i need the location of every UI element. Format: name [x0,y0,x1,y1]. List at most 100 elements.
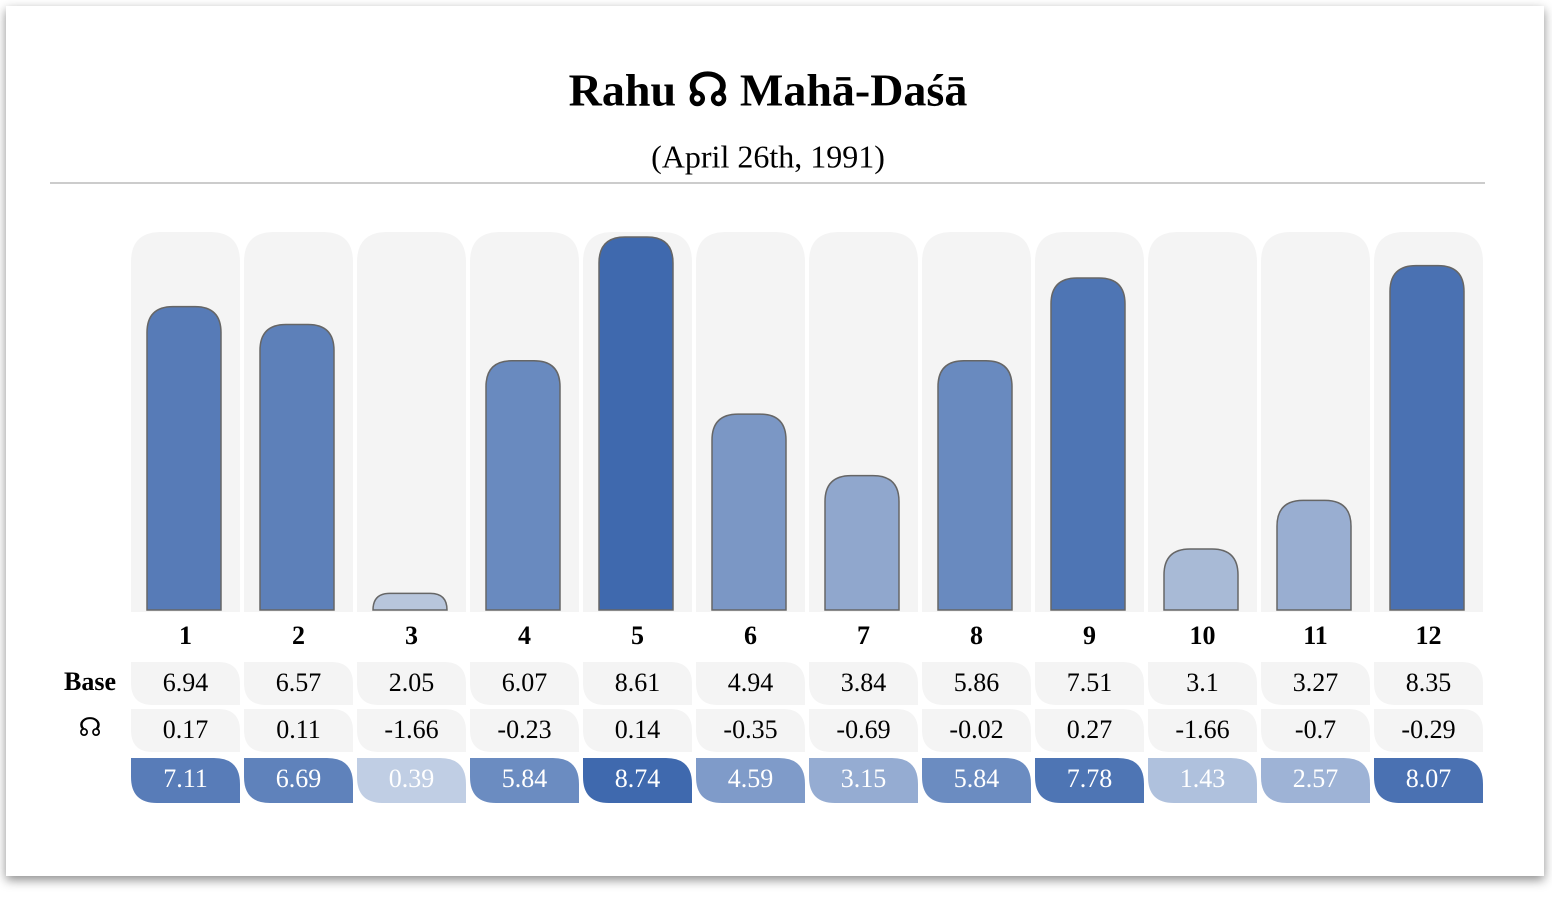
cell [357,662,466,705]
cell-value: -0.35 [723,715,777,744]
total-value: 8.74 [615,764,661,793]
total-cell [1374,758,1483,803]
x-tick-label: 10 [1190,621,1216,650]
cell [1374,662,1483,705]
total-value: 7.78 [1067,764,1113,793]
x-tick-label: 8 [970,621,983,650]
cell [357,709,466,752]
x-tick-label: 9 [1083,621,1096,650]
cell [244,662,353,705]
bar-track [1148,232,1257,612]
x-tick-label: 3 [405,621,418,650]
cell [696,709,805,752]
cell [1261,662,1370,705]
x-tick-label: 6 [744,621,757,650]
cell-value: 5.86 [954,668,1000,697]
cell-value: 7.51 [1067,668,1113,697]
total-cell [1261,758,1370,803]
cell-value: 3.84 [841,668,887,697]
x-tick-label: 1 [179,621,192,650]
total-cell [583,758,692,803]
bar [711,413,787,611]
cell-value: -0.23 [497,715,551,744]
total-value: 1.43 [1180,764,1226,793]
total-cell [809,758,918,803]
cell-value: -1.66 [1175,715,1229,744]
total-value: 4.59 [728,764,774,793]
cell-value: 0.14 [615,715,661,744]
cell-value: -0.7 [1295,715,1336,744]
total-cell [131,758,240,803]
total-value: 2.57 [1293,764,1339,793]
cell [922,709,1031,752]
total-value: 5.84 [502,764,548,793]
bar [1163,548,1239,611]
bar [1276,499,1352,611]
cell-value: 6.94 [163,668,209,697]
cell-value: 0.17 [163,715,209,744]
total-cell [357,758,466,803]
total-value: 8.07 [1406,764,1452,793]
cell-value: 0.27 [1067,715,1113,744]
cell [131,709,240,752]
total-value: 5.84 [954,764,1000,793]
total-cell [470,758,579,803]
x-tick-label: 12 [1416,621,1442,650]
cell [1148,662,1257,705]
total-value: 0.39 [389,764,435,793]
cell [809,662,918,705]
x-tick-label: 4 [518,621,531,650]
x-tick-label: 7 [857,621,870,650]
cell-value: 0.11 [276,715,321,744]
cell [809,709,918,752]
x-tick-label: 11 [1303,621,1328,650]
cell-value: -0.02 [949,715,1003,744]
bar [598,236,674,611]
total-value: 6.69 [276,764,322,793]
cell [922,662,1031,705]
cell-value: 6.07 [502,668,548,697]
cell [696,662,805,705]
cell [1148,709,1257,752]
total-cell [1035,758,1144,803]
cell [1035,662,1144,705]
row-label: Base [64,667,116,696]
bar [372,592,448,611]
bar-track [357,232,466,612]
cell [131,662,240,705]
cell-value: -0.29 [1401,715,1455,744]
cell [1261,709,1370,752]
cell-value: 3.27 [1293,668,1339,697]
total-value: 3.15 [841,764,887,793]
total-cell [696,758,805,803]
total-cell [1148,758,1257,803]
bar [824,474,900,611]
bar [259,323,335,611]
cell [583,709,692,752]
cell-value: 3.1 [1186,668,1219,697]
cell [1035,709,1144,752]
chart-title: Rahu ☊ Mahā-Daśā [569,65,968,116]
cell [583,662,692,705]
cell-value: 2.05 [389,668,435,697]
row-label: ☊ [78,713,101,742]
bar [1389,264,1465,611]
bar [146,305,222,611]
cell-value: -0.69 [836,715,890,744]
bar [1050,277,1126,611]
bar [485,360,561,611]
cell-value: -1.66 [384,715,438,744]
x-tick-label: 5 [631,621,644,650]
cell-value: 4.94 [728,668,774,697]
cell-value: 6.57 [276,668,322,697]
total-value: 7.11 [163,764,208,793]
cell [244,709,353,752]
cell [470,662,579,705]
chart-subtitle: (April 26th, 1991) [651,138,885,174]
x-tick-label: 2 [292,621,305,650]
cell [470,709,579,752]
cell-value: 8.35 [1406,668,1452,697]
cell-value: 8.61 [615,668,661,697]
total-cell [922,758,1031,803]
